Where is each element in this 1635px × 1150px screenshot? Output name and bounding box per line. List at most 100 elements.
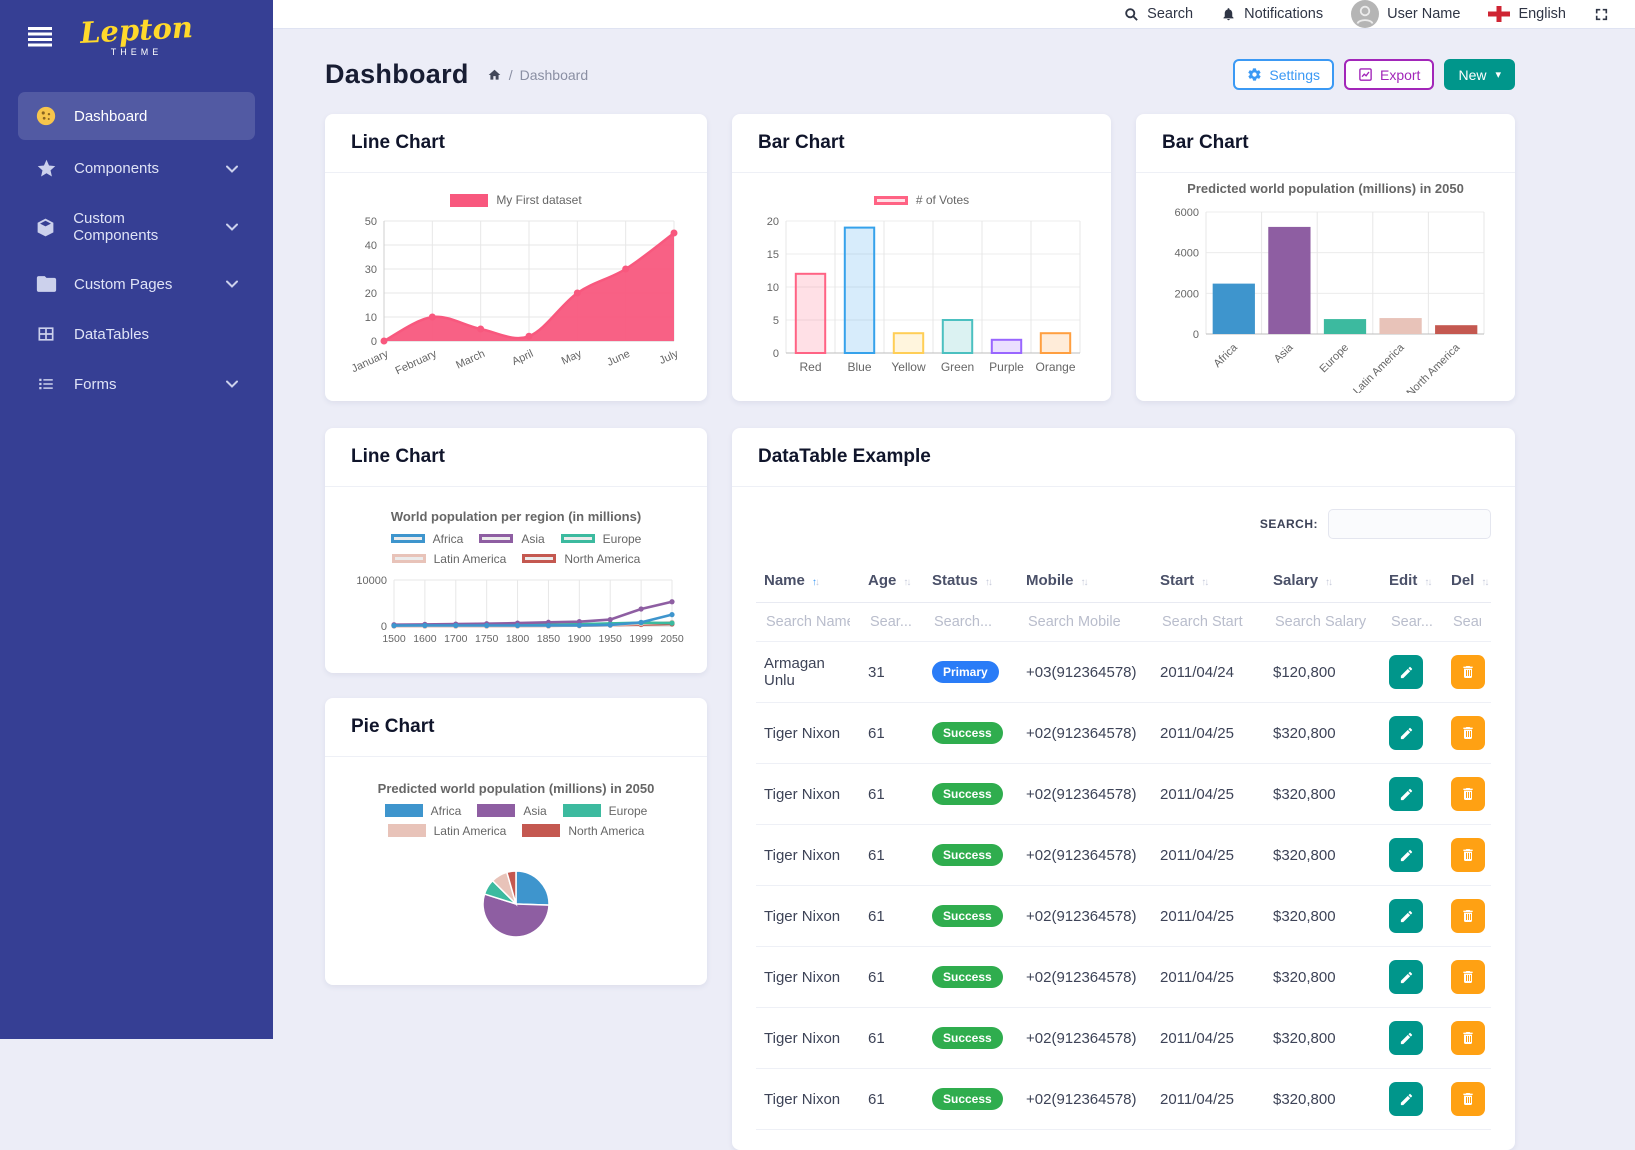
delete-button[interactable] <box>1451 960 1485 994</box>
legend-swatch <box>477 804 516 817</box>
cell-mobile: +02(912364578) <box>1018 1007 1152 1069</box>
fullscreen-icon[interactable] <box>1594 7 1609 22</box>
menu-toggle-icon[interactable] <box>28 26 52 47</box>
delete-button[interactable] <box>1451 899 1485 933</box>
filter-input-mobile[interactable] <box>1026 613 1144 631</box>
edit-button[interactable] <box>1389 960 1423 994</box>
delete-button[interactable] <box>1451 838 1485 872</box>
edit-button[interactable] <box>1389 655 1423 689</box>
svg-text:1750: 1750 <box>475 633 499 645</box>
search-button[interactable]: Search <box>1124 6 1193 22</box>
filter-input-edit[interactable] <box>1389 613 1435 631</box>
svg-text:1800: 1800 <box>506 633 530 645</box>
legend-item[interactable]: North America <box>522 824 644 838</box>
column-header-mobile[interactable]: Mobile ↑↓ <box>1018 559 1152 603</box>
notifications-label: Notifications <box>1244 6 1324 22</box>
delete-button[interactable] <box>1451 777 1485 811</box>
sidebar: Lepton THEME Dashboard Components Custom C… <box>0 0 273 1039</box>
legend-item[interactable]: Latin America <box>387 824 506 838</box>
delete-button[interactable] <box>1451 1082 1485 1116</box>
svg-text:Latin America: Latin America <box>1351 341 1407 393</box>
svg-text:Purple: Purple <box>989 360 1024 374</box>
card-title: Pie Chart <box>325 698 707 757</box>
legend-swatch <box>873 195 908 205</box>
sort-icon: ↑↓ <box>903 577 911 588</box>
home-icon[interactable] <box>487 68 502 82</box>
sidebar-item-datatables[interactable]: DataTables <box>18 311 255 357</box>
edit-button[interactable] <box>1389 899 1423 933</box>
sidebar-item-custom-components[interactable]: Custom Components <box>18 197 255 257</box>
column-header-status[interactable]: Status ↑↓ <box>924 559 1018 603</box>
legend-item[interactable]: Europe <box>560 532 641 546</box>
sidebar-item-custom-pages[interactable]: Custom Pages <box>18 262 255 306</box>
cell-salary: $320,800 <box>1265 824 1381 886</box>
user-menu[interactable]: User Name <box>1351 0 1460 28</box>
table-row: Tiger Nixon 61 Success +02(912364578) 2011/0… <box>756 1007 1491 1069</box>
table-row: Tiger Nixon 61 Success +02(912364578) 2011/0… <box>756 946 1491 1008</box>
legend-item[interactable]: Europe <box>562 804 647 818</box>
notifications-button[interactable]: Notifications <box>1221 6 1323 22</box>
pencil-icon <box>1399 909 1414 924</box>
search-label: Search <box>1147 6 1194 22</box>
bar-chart-population: Predicted world population (millions) in… <box>1136 173 1515 401</box>
legend-item[interactable]: Asia <box>477 804 547 818</box>
settings-button[interactable]: Settings <box>1233 59 1334 90</box>
table-search-input[interactable] <box>1328 509 1491 539</box>
england-flag-icon <box>1488 6 1511 22</box>
chart-title: Predicted world population (millions) in… <box>1187 181 1464 196</box>
edit-button[interactable] <box>1389 838 1423 872</box>
column-header-edit[interactable]: Edit ↑↓ <box>1381 559 1443 603</box>
column-header-age[interactable]: Age ↑↓ <box>860 559 924 603</box>
cell-age: 61 <box>860 824 924 886</box>
cell-age: 61 <box>860 763 924 825</box>
status-badge: Success <box>932 783 1003 805</box>
edit-button[interactable] <box>1389 1082 1423 1116</box>
cell-start: 2011/04/25 <box>1152 763 1265 825</box>
column-header-name[interactable]: Name ↑↓ <box>756 559 860 603</box>
new-button[interactable]: New ▾ <box>1444 59 1515 90</box>
cell-age: 61 <box>860 1068 924 1130</box>
delete-button[interactable] <box>1451 655 1485 689</box>
cell-name: Tiger Nixon <box>756 1068 860 1130</box>
filter-input-status[interactable] <box>932 613 1010 631</box>
cell-status: Success <box>924 1007 1018 1069</box>
edit-button[interactable] <box>1389 716 1423 750</box>
cell-age: 61 <box>860 1007 924 1069</box>
avatar <box>1351 0 1380 28</box>
legend-item[interactable]: Africa <box>390 532 463 546</box>
legend-item[interactable]: North America <box>522 552 640 566</box>
pencil-icon <box>1399 665 1414 680</box>
svg-text:July: July <box>657 348 680 367</box>
logo[interactable]: Lepton THEME <box>79 10 194 57</box>
list-icon <box>35 375 57 393</box>
language-selector[interactable]: English <box>1488 6 1566 22</box>
sidebar-item-forms[interactable]: Forms <box>18 362 255 406</box>
sidebar-item-label: Custom Pages <box>74 275 173 293</box>
cell-salary: $320,800 <box>1265 885 1381 947</box>
delete-button[interactable] <box>1451 1021 1485 1055</box>
legend-item[interactable]: My First dataset <box>450 193 582 207</box>
edit-button[interactable] <box>1389 1021 1423 1055</box>
filter-input-del[interactable] <box>1451 613 1483 631</box>
sidebar-item-dashboard[interactable]: Dashboard <box>18 92 255 140</box>
legend-item[interactable]: # of Votes <box>873 193 969 207</box>
legend-item[interactable]: Asia <box>479 532 545 546</box>
cell-status: Success <box>924 824 1018 886</box>
line-chart-card: Line Chart My First dataset 0 10 20 30 40 50 Ja… <box>325 114 707 401</box>
column-header-salary[interactable]: Salary ↑↓ <box>1265 559 1381 603</box>
chevron-down-icon <box>226 280 238 288</box>
dashboard-icon <box>35 105 57 127</box>
column-header-del[interactable]: Del ↑↓ <box>1443 559 1491 603</box>
legend-item[interactable]: Latin America <box>391 552 506 566</box>
filter-input-name[interactable] <box>764 613 852 631</box>
export-button[interactable]: Export <box>1343 59 1435 90</box>
delete-button[interactable] <box>1451 716 1485 750</box>
edit-button[interactable] <box>1389 777 1423 811</box>
filter-input-start[interactable] <box>1160 613 1257 631</box>
filter-input-salary[interactable] <box>1273 613 1373 631</box>
legend-item[interactable]: Africa <box>384 804 461 818</box>
svg-text:0: 0 <box>1192 329 1198 341</box>
column-header-start[interactable]: Start ↑↓ <box>1152 559 1265 603</box>
filter-input-age[interactable] <box>868 613 916 631</box>
sidebar-item-components[interactable]: Components <box>18 145 255 192</box>
